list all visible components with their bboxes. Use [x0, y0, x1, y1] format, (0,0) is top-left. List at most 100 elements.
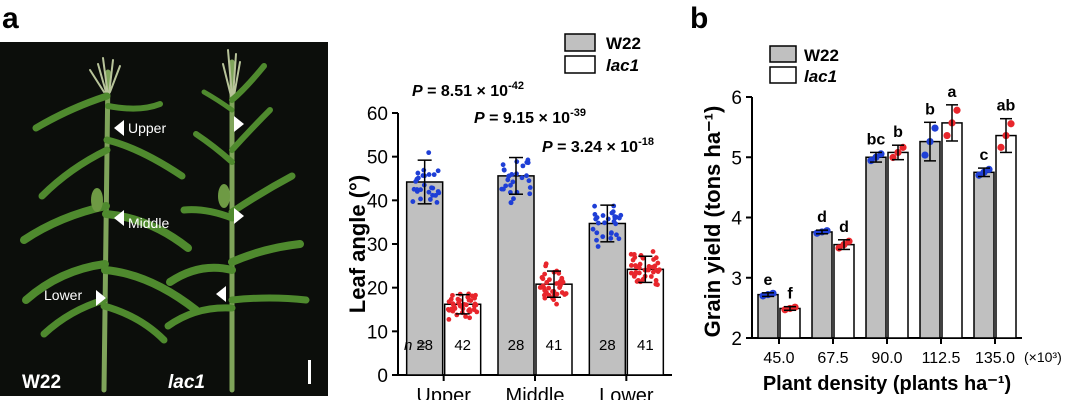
dot-lac1-Upper	[463, 314, 468, 319]
lac1-upper-arrowhead	[234, 116, 244, 132]
dot-lac1-Lower	[653, 281, 659, 287]
x-tick-label: Upper	[416, 385, 471, 400]
y-tick-label: 0	[377, 366, 388, 387]
p-value-label: P = 3.24 × 10-18	[542, 136, 654, 156]
significance-letter: ab	[997, 98, 1016, 115]
dot-W22-Upper	[426, 189, 432, 195]
dot-W22-Middle	[508, 182, 513, 188]
panel-a-letter: a	[2, 2, 19, 35]
leaf-angle-chart: 0 10 20 30 40 50 60 Leaf angle (°) Upper 28 42 Midd…	[345, 33, 672, 400]
dot-W22-Lower	[605, 216, 611, 222]
dot-W22-Middle	[527, 185, 533, 190]
dot-W22-Middle	[524, 173, 529, 179]
dot-lac1-Middle	[563, 291, 569, 296]
upper-annotation: Upper	[128, 120, 166, 136]
dot-W22-Upper	[418, 196, 423, 202]
dot-lac1-Lower	[655, 260, 661, 266]
bar-W22-67.5	[811, 231, 833, 339]
dot-W22-Upper	[426, 150, 432, 156]
dot-W22-Middle	[506, 173, 512, 179]
bar-W22-Middle	[497, 175, 535, 376]
y-axis-title: Grain yield (tons ha⁻¹)	[700, 106, 725, 338]
bar-lac1-112.5	[941, 122, 963, 339]
lac1-plant-label: lac1	[168, 372, 205, 393]
x-tick-label: Middle	[506, 385, 565, 400]
bar-lac1-45.0	[779, 307, 801, 339]
n-label: 41	[637, 337, 654, 354]
legend-swatch-lac1	[564, 55, 596, 74]
x-tick-label: 135.0	[975, 350, 1015, 367]
dot-W22-Upper	[415, 170, 421, 176]
dot-lac1-Upper	[466, 297, 472, 303]
n-label: 42	[454, 337, 471, 354]
significance-letter: d	[839, 219, 849, 236]
dot-lac1-Middle	[558, 278, 564, 284]
significance-letter: c	[980, 147, 989, 164]
dot-lac1-Lower	[631, 273, 637, 279]
dot-lac1-Lower	[638, 252, 644, 258]
middle-arrowhead	[114, 210, 124, 226]
y-tick-label: 10	[367, 322, 388, 343]
bar-W22-45.0	[757, 293, 779, 339]
dot-lac1-Lower	[646, 267, 651, 273]
dot-lac1-Upper	[450, 308, 456, 314]
bar-lac1-67.5	[833, 243, 855, 339]
w22-plant-label: W22	[22, 372, 61, 393]
dot-lac1-Upper	[467, 315, 473, 321]
dot-W22-Lower	[592, 203, 597, 209]
lac1-plant	[164, 49, 310, 393]
maize-plants-photo: Upper Middle Lower W22 lac1	[0, 42, 328, 396]
x-unit-suffix: (×10³)	[1024, 349, 1062, 365]
dot-W22-Upper	[418, 187, 424, 193]
dot-lac1-Upper	[466, 308, 472, 313]
dot-lac1-135.0	[1007, 120, 1015, 128]
bar-W22-135.0	[973, 171, 995, 339]
dot-W22-Lower	[592, 211, 598, 217]
dot-lac1-Middle	[542, 271, 548, 277]
dot-lac1-Lower	[653, 278, 659, 283]
significance-letter: f	[787, 286, 793, 303]
dot-lac1-Upper	[463, 302, 469, 308]
dot-lac1-Lower	[633, 264, 639, 270]
dot-W22-Upper	[421, 167, 427, 173]
y-tick-label: 50	[367, 148, 388, 169]
dot-lac1-135.0	[997, 143, 1005, 151]
dot-lac1-Upper	[446, 316, 452, 322]
x-tick-label: 67.5	[817, 350, 848, 367]
dot-W22-Middle	[519, 175, 525, 181]
dot-lac1-Lower	[636, 270, 642, 276]
dot-W22-Lower	[590, 226, 596, 232]
dot-W22-Middle	[501, 186, 506, 192]
dot-lac1-Lower	[651, 257, 656, 262]
n-label: 28	[599, 337, 616, 354]
dot-lac1-Middle	[543, 263, 549, 269]
dot-lac1-Middle	[547, 277, 552, 283]
significance-letter: bc	[867, 131, 886, 148]
dot-W22-Upper	[410, 199, 416, 204]
dot-W22-Middle	[514, 159, 520, 165]
dot-W22-Lower	[602, 220, 607, 226]
dot-W22-Upper	[434, 199, 440, 205]
y-tick-label: 3	[731, 269, 742, 290]
middle-annotation: Middle	[128, 215, 169, 231]
dot-W22-Lower	[594, 230, 600, 236]
dot-lac1-Middle	[554, 281, 559, 286]
dot-W22-Middle	[511, 196, 516, 202]
legend-swatch-W22	[564, 33, 596, 52]
y-tick-label: 60	[367, 104, 388, 125]
dot-lac1-Middle	[554, 291, 560, 297]
lac1-middle-arrowhead	[234, 208, 244, 224]
dot-W22-Upper	[427, 197, 433, 202]
legend-label-W22: W22	[804, 46, 839, 65]
dot-lac1-Lower	[648, 274, 654, 279]
x-tick-label: 112.5	[922, 350, 961, 367]
grain-yield-chart: 2 3 4 5 6 Grain yield (tons ha⁻¹) 45.0 ef 67.5 dd…	[700, 45, 1062, 395]
dot-lac1-Upper	[455, 296, 461, 302]
legend-label-W22: W22	[606, 34, 641, 53]
bar-lac1-135.0	[995, 134, 1017, 339]
upper-arrowhead	[114, 120, 124, 136]
dot-lac1-Middle	[542, 288, 548, 293]
x-axis-title: Plant density (plants ha⁻¹)	[763, 373, 1011, 395]
dot-W22-Middle	[525, 157, 531, 163]
dot-W22-Upper	[431, 172, 437, 178]
